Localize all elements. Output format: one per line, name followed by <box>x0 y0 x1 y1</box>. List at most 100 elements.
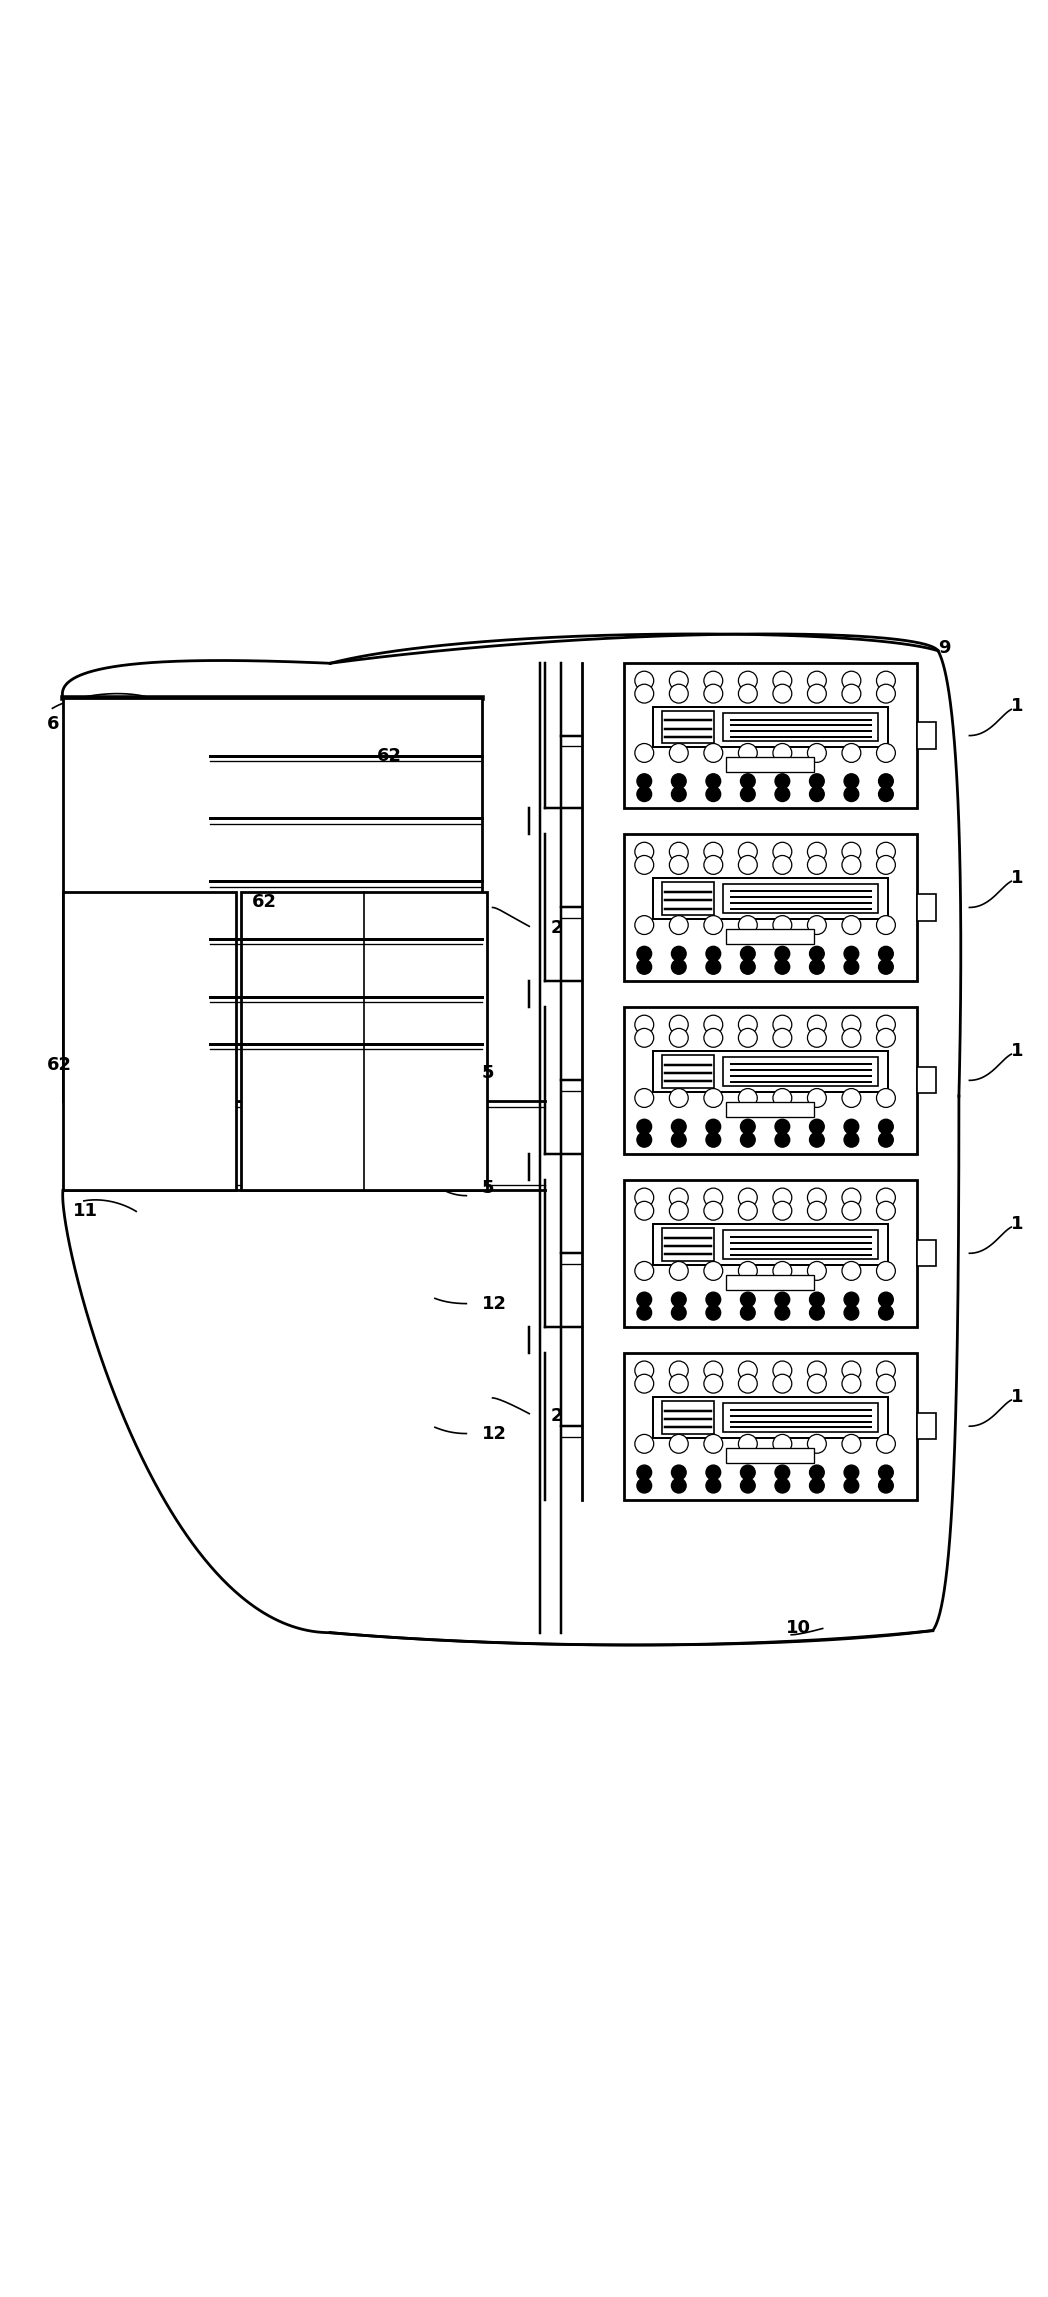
Circle shape <box>741 946 756 960</box>
Circle shape <box>809 1293 824 1307</box>
Bar <box>723 1403 878 1431</box>
Circle shape <box>706 788 721 802</box>
Circle shape <box>706 1132 721 1146</box>
Bar <box>624 1181 917 1328</box>
Circle shape <box>809 1479 824 1493</box>
Circle shape <box>807 744 826 763</box>
Circle shape <box>876 1015 895 1034</box>
Circle shape <box>807 1362 826 1380</box>
Circle shape <box>739 1089 758 1107</box>
Circle shape <box>776 1465 790 1479</box>
Circle shape <box>706 946 721 960</box>
Circle shape <box>739 1433 758 1454</box>
Circle shape <box>878 1119 893 1135</box>
Bar <box>917 894 936 921</box>
Circle shape <box>773 1015 792 1034</box>
Bar <box>917 1413 936 1440</box>
Circle shape <box>706 774 721 788</box>
Circle shape <box>773 744 792 763</box>
Bar <box>63 698 482 1100</box>
Circle shape <box>672 1293 686 1307</box>
Text: 6: 6 <box>47 714 60 733</box>
Circle shape <box>635 1029 654 1047</box>
Circle shape <box>670 917 689 935</box>
Circle shape <box>776 774 790 788</box>
Bar <box>662 882 714 914</box>
Circle shape <box>672 1465 686 1479</box>
Circle shape <box>878 1132 893 1146</box>
Circle shape <box>637 1119 652 1135</box>
Circle shape <box>773 671 792 689</box>
Bar <box>624 834 917 981</box>
Circle shape <box>741 1119 756 1135</box>
Circle shape <box>704 917 723 935</box>
Bar <box>662 1229 714 1261</box>
Bar <box>653 1052 888 1091</box>
Circle shape <box>773 1029 792 1047</box>
Bar <box>662 710 714 744</box>
Text: 5: 5 <box>482 1064 495 1082</box>
Circle shape <box>637 1465 652 1479</box>
Circle shape <box>842 843 860 861</box>
Circle shape <box>637 1479 652 1493</box>
Circle shape <box>776 1305 790 1321</box>
Circle shape <box>876 1374 895 1392</box>
Bar <box>726 1275 814 1291</box>
Bar <box>723 1231 878 1259</box>
Circle shape <box>741 1479 756 1493</box>
Circle shape <box>807 917 826 935</box>
Circle shape <box>670 1362 689 1380</box>
Circle shape <box>706 1119 721 1135</box>
Circle shape <box>672 1479 686 1493</box>
Circle shape <box>842 1261 860 1279</box>
Circle shape <box>635 1015 654 1034</box>
Circle shape <box>670 1089 689 1107</box>
Circle shape <box>876 843 895 861</box>
Circle shape <box>706 1293 721 1307</box>
Circle shape <box>842 1188 860 1206</box>
Circle shape <box>741 960 756 974</box>
Circle shape <box>773 685 792 703</box>
Circle shape <box>670 1433 689 1454</box>
Circle shape <box>704 1362 723 1380</box>
Circle shape <box>739 685 758 703</box>
Circle shape <box>773 1261 792 1279</box>
Circle shape <box>739 1261 758 1279</box>
Text: 9: 9 <box>938 639 951 657</box>
Circle shape <box>637 774 652 788</box>
Circle shape <box>739 1374 758 1392</box>
Circle shape <box>809 946 824 960</box>
Circle shape <box>842 744 860 763</box>
Circle shape <box>670 1374 689 1392</box>
Circle shape <box>739 843 758 861</box>
Circle shape <box>809 1305 824 1321</box>
Circle shape <box>741 1293 756 1307</box>
Circle shape <box>704 685 723 703</box>
Circle shape <box>637 1305 652 1321</box>
Circle shape <box>842 1201 860 1220</box>
Bar <box>662 1054 714 1089</box>
Circle shape <box>773 1201 792 1220</box>
Circle shape <box>635 1374 654 1392</box>
Circle shape <box>635 1188 654 1206</box>
Circle shape <box>878 1479 893 1493</box>
Circle shape <box>773 843 792 861</box>
Circle shape <box>809 788 824 802</box>
Circle shape <box>741 774 756 788</box>
Circle shape <box>741 1465 756 1479</box>
Circle shape <box>670 744 689 763</box>
Circle shape <box>776 1293 790 1307</box>
Circle shape <box>878 774 893 788</box>
Circle shape <box>672 788 686 802</box>
Circle shape <box>842 1015 860 1034</box>
Circle shape <box>773 1089 792 1107</box>
Circle shape <box>876 671 895 689</box>
Circle shape <box>773 1188 792 1206</box>
Circle shape <box>809 1119 824 1135</box>
Circle shape <box>739 744 758 763</box>
Circle shape <box>670 1029 689 1047</box>
Circle shape <box>842 1029 860 1047</box>
Circle shape <box>876 685 895 703</box>
Circle shape <box>672 946 686 960</box>
Circle shape <box>809 774 824 788</box>
